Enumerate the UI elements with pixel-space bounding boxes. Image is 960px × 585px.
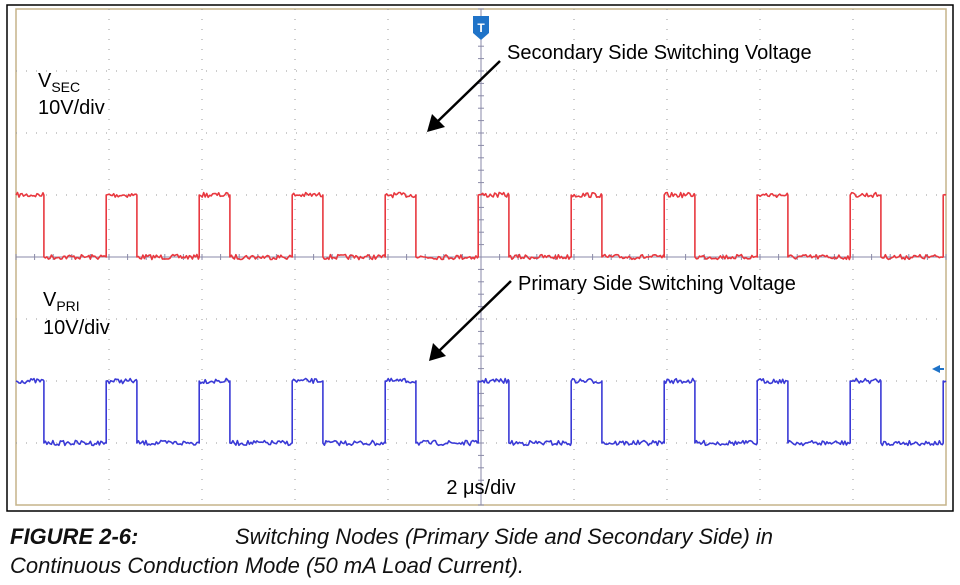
primary-annotation: Primary Side Switching Voltage	[518, 273, 796, 295]
caption-line-1: Switching Nodes (Primary Side and Second…	[235, 524, 774, 549]
secondary-annotation: Secondary Side Switching Voltage	[507, 42, 812, 64]
trigger-marker-label: T	[477, 21, 485, 35]
vsec-label: VSEC 10V/div	[38, 70, 105, 119]
timebase-label: 2 μs/div	[446, 477, 515, 499]
figure-label: FIGURE 2-6:	[10, 524, 139, 549]
trace-vsec	[15, 191, 947, 261]
oscilloscope-chart: T VSEC 10V/div VPRI 10V/div Secondary Si…	[6, 4, 954, 512]
vpri-scale: 10V/div	[43, 317, 110, 339]
svg-text:VPRI: VPRI	[43, 289, 80, 314]
vpri-label-main: V	[43, 289, 57, 311]
ground-ref-arrow	[932, 365, 940, 373]
vpri-label-sub: PRI	[56, 298, 79, 314]
trace-vpri	[15, 377, 947, 447]
figure-caption: FIGURE 2-6: Switching Nodes (Primary Side…	[10, 522, 950, 580]
vsec-label-main: V	[38, 70, 52, 92]
caption-line-2: Continuous Conduction Mode (50 mA Load C…	[10, 553, 525, 578]
traces	[15, 191, 947, 447]
trigger-marker: T	[473, 16, 489, 40]
vsec-label-sub: SEC	[51, 79, 80, 95]
secondary-annotation-arrow	[427, 60, 501, 132]
vsec-scale: 10V/div	[38, 97, 105, 119]
svg-text:VSEC: VSEC	[38, 70, 80, 95]
primary-annotation-arrow	[429, 280, 512, 361]
vpri-label: VPRI 10V/div	[43, 289, 110, 339]
